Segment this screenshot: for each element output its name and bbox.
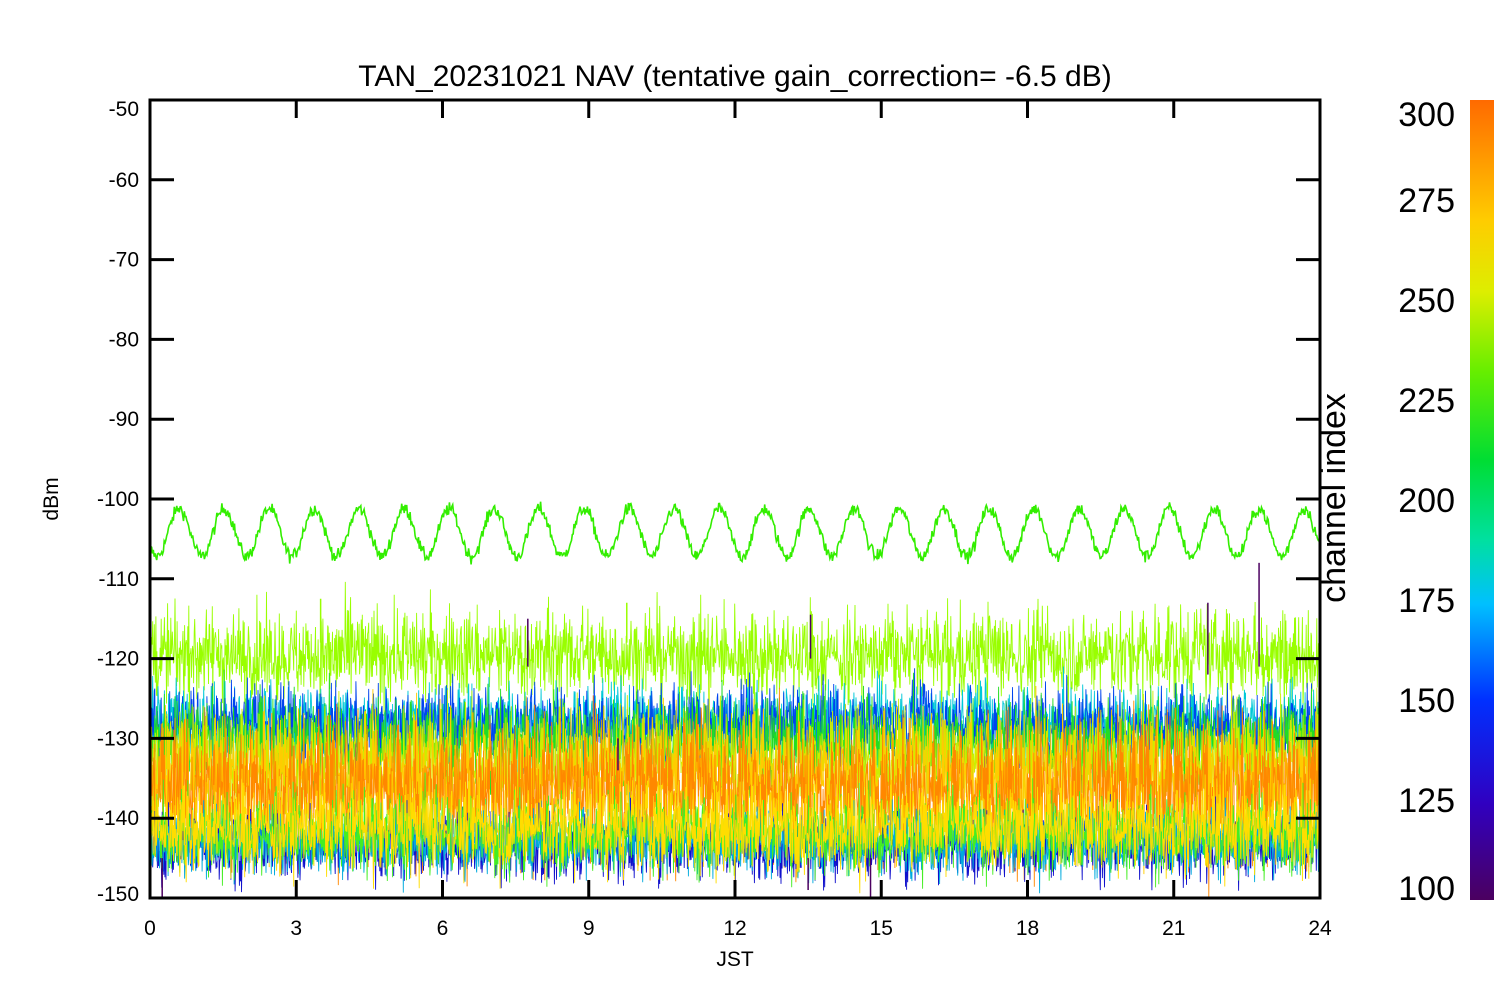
x-axis-label: JST (716, 948, 754, 971)
series-line-250 (150, 501, 1320, 565)
series-line-262 (150, 581, 1320, 719)
x-tick-label: 15 (870, 917, 893, 940)
x-tick-label: 24 (1308, 917, 1332, 940)
y-tick-label: -140 (97, 807, 139, 830)
series-line-285 (150, 761, 1320, 894)
colorbar-tick-label: 175 (1398, 582, 1455, 620)
colorbar-tick-label: 275 (1398, 182, 1455, 220)
colorbar-tick-label: 225 (1398, 382, 1455, 420)
series-layer (150, 501, 1320, 898)
y-tick-label: -70 (109, 249, 139, 272)
x-tick-label: 6 (437, 917, 449, 940)
x-tick-label: 3 (290, 917, 302, 940)
y-tick-label: -130 (97, 727, 139, 750)
colorbar-tick-label: 125 (1398, 782, 1455, 820)
y-tick-label: -110 (99, 568, 139, 591)
y-tick-label: -150 (97, 883, 139, 906)
y-tick-label: -80 (109, 328, 139, 351)
y-axis-label: dBm (40, 477, 63, 520)
x-tick-label: 9 (583, 917, 595, 940)
x-tick-label: 0 (144, 917, 156, 940)
ticks-layer: 0 3 6 9 12 15 18 21 24 -50 -60 -70 -80 -90 -100 -110 -12… (97, 98, 1332, 940)
y-tick-label: -90 (109, 408, 139, 431)
colorbar-tick-label: 150 (1398, 682, 1455, 720)
y-tick-label: -100 (97, 488, 139, 511)
chart-title: TAN_20231021 NAV (tentative gain_correct… (358, 60, 1112, 93)
series-line-238 (150, 771, 1320, 889)
y-tick-label: -120 (97, 648, 139, 671)
colorbar-ticks: 300 275 250 225 200 175 150 125 100 (1398, 96, 1455, 908)
y-tick-label: -60 (109, 169, 139, 192)
colorbar-tick-label: 250 (1398, 282, 1455, 320)
colorbar (1470, 100, 1494, 900)
colorbar-tick-label: 200 (1398, 482, 1455, 520)
x-tick-label: 12 (723, 917, 746, 940)
colorbar-tick-label: 100 (1398, 870, 1455, 908)
x-tick-label: 18 (1016, 917, 1039, 940)
y-tick-label: -50 (109, 98, 139, 121)
colorbar-tick-label: 300 (1398, 96, 1455, 134)
x-tick-label: 21 (1162, 917, 1185, 940)
series-line-295 (150, 687, 1320, 898)
colorbar-title: channel index (1315, 393, 1353, 603)
